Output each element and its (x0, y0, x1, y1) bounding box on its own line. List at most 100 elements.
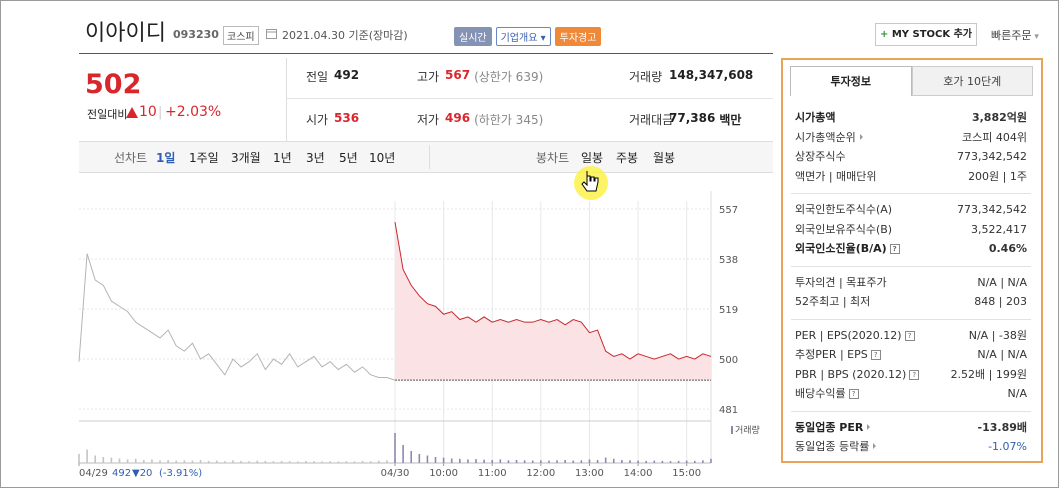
volume-bar (572, 460, 575, 463)
change-pct: +2.03% (165, 104, 222, 120)
stat-value: 492 (334, 68, 360, 82)
volume-bar (702, 460, 704, 463)
invest-value: 200원 | 1주 (968, 169, 1027, 183)
stat-label: 거래량 (629, 70, 663, 84)
volume-bar (588, 459, 591, 463)
candle-tab[interactable]: 일봉 (581, 151, 604, 165)
quick-order[interactable]: 빠른주문 ▾ (991, 29, 1039, 42)
tab-active[interactable]: 투자정보 (790, 66, 912, 96)
divider (429, 145, 430, 169)
invest-value: -1.07% (988, 440, 1027, 453)
volume-bar (548, 460, 550, 463)
price-line (78, 253, 396, 381)
candle-tab[interactable]: 월봉 (653, 151, 676, 165)
volume-bar (199, 460, 202, 463)
volume-bar (450, 458, 453, 463)
invest-row: PER | EPS(2020.12)? N/A | -38원 (791, 326, 1031, 346)
warning-badge: 투자경고 (554, 27, 602, 46)
volume-bar (467, 459, 469, 463)
my-stock-button[interactable]: + MY STOCK 추가 (875, 23, 977, 46)
period-tab[interactable]: 3개월 (231, 151, 261, 165)
calendar-icon (266, 29, 277, 39)
period-tab[interactable]: 3년 (306, 151, 325, 165)
stat-label: 시가 (306, 113, 329, 127)
invest-row: 동일업종 PER -13.89배 (791, 418, 1031, 438)
y-tick-label: 538 (719, 255, 738, 266)
invest-value: N/A | -38원 (968, 328, 1027, 342)
invest-label-wrap: PBR | BPS (2020.12)? (795, 365, 920, 385)
stat-value: 496 (445, 111, 471, 125)
invest-value: 3,882억원 (971, 111, 1027, 124)
help-icon[interactable]: ? (889, 244, 900, 254)
stat-note: 백만 (719, 113, 742, 127)
period-tab[interactable]: 1년 (273, 151, 292, 165)
arrow-icon[interactable] (873, 443, 877, 449)
invest-value: 773,342,542 (957, 150, 1027, 163)
volume-bar (604, 457, 607, 463)
stat-value: 536 (334, 111, 360, 125)
x-tick-label: 10:00 (429, 468, 458, 479)
quick-order-text: 빠른주문 (991, 29, 1032, 42)
x-tick-label: 11:00 (478, 468, 507, 479)
invest-tabs: 투자정보 호가 10단계 (790, 66, 1033, 96)
volume-bar (94, 455, 97, 463)
volume-bar (272, 461, 275, 463)
invest-label-wrap: PER | EPS(2020.12)? (795, 326, 915, 346)
volume-legend (731, 426, 733, 434)
invest-label: 외국인보유주식수(B) (795, 222, 893, 236)
volume-bar (313, 461, 315, 463)
arrow-icon[interactable] (859, 133, 863, 140)
volume-bar (296, 461, 299, 463)
volume-bar (564, 460, 566, 463)
volume-bar (102, 457, 105, 463)
volume-bar (531, 460, 534, 463)
volume-bar (86, 449, 88, 463)
volume-bar (224, 461, 226, 463)
realtime-badge[interactable]: 실시간 (454, 27, 492, 46)
invest-label: PBR | BPS (2020.12) (795, 367, 907, 381)
volume-bar (191, 460, 194, 463)
x-tick-label: 04/29 (79, 468, 108, 479)
volume-bar (329, 461, 331, 463)
candle-tab[interactable]: 주봉 (616, 151, 639, 165)
tab[interactable]: 호가 10단계 (911, 66, 1033, 96)
volume-bar (459, 458, 461, 463)
volume-bar (126, 459, 129, 463)
volume-bar (410, 451, 413, 463)
invest-value: 코스피 404위 (962, 130, 1027, 144)
help-icon[interactable]: ? (848, 389, 859, 399)
arrow-icon[interactable] (867, 423, 871, 430)
invest-row: 추정PER | EPS? N/A | N/A (791, 345, 1031, 365)
invest-label-wrap: 동일업종 PER (795, 418, 871, 438)
price-line (394, 221, 712, 360)
volume-bar (159, 460, 161, 463)
volume-bar (215, 460, 218, 463)
x-tick-label: 04/30 (381, 468, 410, 479)
prev-price: 492 (112, 468, 131, 479)
invest-label-wrap: 시가총액 (795, 108, 835, 128)
volume-bar (151, 459, 153, 463)
volume-bar (596, 460, 599, 463)
invest-row: 외국인보유주식수(B) 3,522,417 (791, 220, 1031, 240)
stat-value: 148,347,608 (669, 68, 754, 82)
volume-bar (677, 460, 680, 463)
invest-label-wrap: 시가총액순위 (795, 128, 863, 148)
volume-bar (491, 460, 494, 463)
period-tab[interactable]: 5년 (339, 151, 358, 165)
chart: 481 500 519 538 557 04/29 04/30 10:00 11:00 12:00… (78, 166, 760, 479)
volume-bar (612, 458, 615, 463)
volume-bar (434, 457, 437, 463)
period-tab[interactable]: 1일 (156, 151, 176, 165)
invest-value: 3,522,417 (971, 222, 1027, 236)
period-tab[interactable]: 10년 (369, 151, 396, 165)
y-tick-label: 557 (719, 205, 738, 216)
help-icon[interactable]: ? (909, 369, 920, 380)
company-badge[interactable]: 기업개요 ▾ (495, 27, 551, 46)
invest-value: 848 | 203 (974, 295, 1027, 308)
help-icon[interactable]: ? (870, 350, 881, 360)
x-tick-label: 15:00 (672, 468, 701, 479)
stat-note: (상한가 639) (474, 70, 544, 84)
help-icon[interactable]: ? (904, 330, 915, 341)
volume-bar (418, 454, 421, 463)
period-tab[interactable]: 1주일 (189, 151, 219, 165)
